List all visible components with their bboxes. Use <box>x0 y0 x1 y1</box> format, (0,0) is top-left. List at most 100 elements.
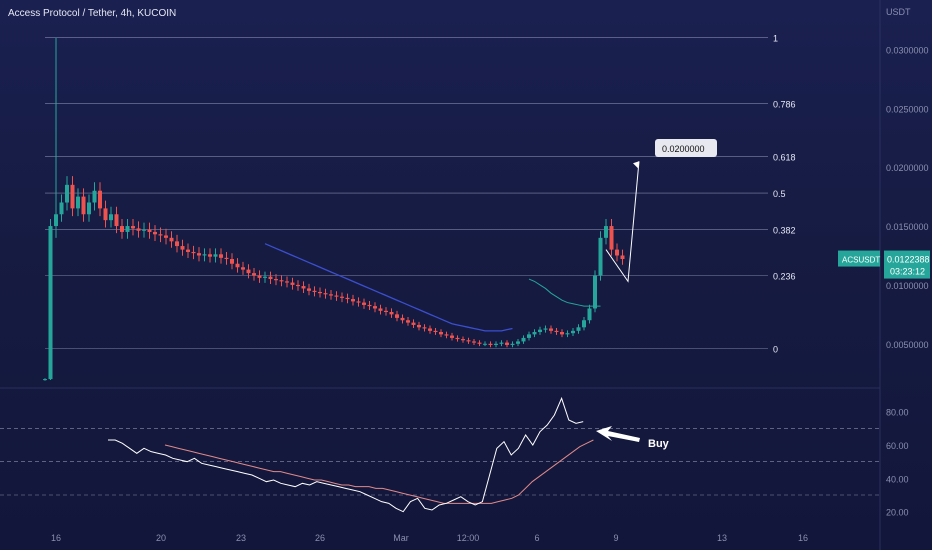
candle-body <box>373 306 377 309</box>
candle-body <box>274 279 278 281</box>
candle-body <box>109 214 113 221</box>
candle-body <box>59 202 64 215</box>
candle-body <box>587 308 592 321</box>
candle-body <box>224 257 229 260</box>
rsi-tick-label: 20.00 <box>886 508 909 518</box>
candle-body <box>351 299 355 302</box>
candle-body <box>554 330 559 333</box>
candle-body <box>318 291 322 294</box>
symbol-title: Access Protocol / Tether, 4h, KUCOIN <box>8 8 177 19</box>
time-tick-label: 23 <box>236 533 246 543</box>
candle-body <box>527 334 531 338</box>
candle-body <box>290 282 295 285</box>
candle-body <box>103 208 108 221</box>
candle-body <box>142 229 146 231</box>
rsi-ma-line <box>164 439 594 504</box>
candle-body <box>593 275 597 309</box>
price-tick-label: 0.0050000 <box>886 340 929 350</box>
candle-body <box>450 335 454 338</box>
candle-body <box>48 226 53 380</box>
candle-body <box>516 341 520 344</box>
candle-body <box>604 226 608 238</box>
candle-body <box>81 196 86 215</box>
price-tick-label: 0.0200000 <box>886 163 929 173</box>
candle-body <box>543 328 548 330</box>
currency-label: USDT <box>886 7 911 17</box>
candle-body <box>158 234 163 236</box>
symbol-badge <box>838 250 880 267</box>
candle-body <box>422 327 427 329</box>
projection-arrowhead <box>633 161 639 169</box>
rsi-tick-label: 80.00 <box>886 408 909 418</box>
candle-body <box>417 324 421 328</box>
candle-body <box>494 343 498 345</box>
candle-body <box>285 281 289 283</box>
candle-body <box>208 254 212 257</box>
candle-body <box>411 322 416 325</box>
candle-body <box>510 343 515 345</box>
time-tick-label: 26 <box>315 533 325 543</box>
candle-body <box>521 337 526 342</box>
candle-body <box>202 254 207 256</box>
candle-body <box>147 229 152 232</box>
fib-label: 0.236 <box>773 272 796 282</box>
candle-body <box>268 276 273 280</box>
candle-body <box>70 184 75 209</box>
price-tick-label: 0.0100000 <box>886 281 929 291</box>
candle-body <box>400 317 405 321</box>
candle-body <box>252 273 256 276</box>
candle-body <box>560 332 564 335</box>
candle-body <box>472 341 476 343</box>
candle-body <box>191 251 196 254</box>
candle-body <box>186 249 190 252</box>
candle-body <box>615 249 619 256</box>
target-callout: 0.0200000 <box>655 139 717 157</box>
candle-body <box>378 308 383 311</box>
time-tick-label: 16 <box>51 533 61 543</box>
candle-body <box>538 329 542 333</box>
candle-body <box>571 330 575 334</box>
candle-body <box>488 343 493 345</box>
candle-body <box>213 254 218 257</box>
fib-label: 1 <box>773 34 778 44</box>
time-tick-label: 12:00 <box>457 533 480 543</box>
candle-body <box>466 340 471 342</box>
price-badge-countdown: 03:23:12 <box>890 267 925 277</box>
fib-label: 0.618 <box>773 153 796 163</box>
candle-body <box>367 304 372 307</box>
time-tick-label: 13 <box>717 533 727 543</box>
candle-body <box>43 379 47 381</box>
candle-body <box>307 288 311 291</box>
rsi-line <box>108 396 584 513</box>
candle-body <box>609 226 614 250</box>
candle-body <box>230 259 234 264</box>
fib-label: 0.5 <box>773 189 786 199</box>
buy-label: Buy <box>648 438 670 450</box>
candle-body <box>620 255 625 260</box>
candle-body <box>312 290 317 292</box>
candle-body <box>301 286 306 289</box>
rsi-tick-label: 60.00 <box>886 441 909 451</box>
candle-body <box>92 190 97 203</box>
candle-body <box>384 310 388 312</box>
candle-body <box>477 342 482 344</box>
candle-body <box>329 294 333 296</box>
candle-body <box>65 184 69 203</box>
candle-body <box>114 214 119 227</box>
candle-body <box>444 334 449 336</box>
time-tick-label: Mar <box>393 533 409 543</box>
candle-body <box>296 284 300 287</box>
candle-body <box>598 237 603 276</box>
buy-arrow <box>596 426 640 442</box>
candle-body <box>175 241 179 247</box>
candle-body <box>219 254 223 258</box>
rsi-tick-label: 40.00 <box>886 474 909 484</box>
candle-body <box>433 330 438 333</box>
price-tick-label: 0.0250000 <box>886 104 929 114</box>
candle-body <box>428 328 432 331</box>
candle-body <box>241 267 245 270</box>
candle-body <box>125 226 130 232</box>
candle-body <box>87 202 91 215</box>
candle-body <box>76 196 80 209</box>
